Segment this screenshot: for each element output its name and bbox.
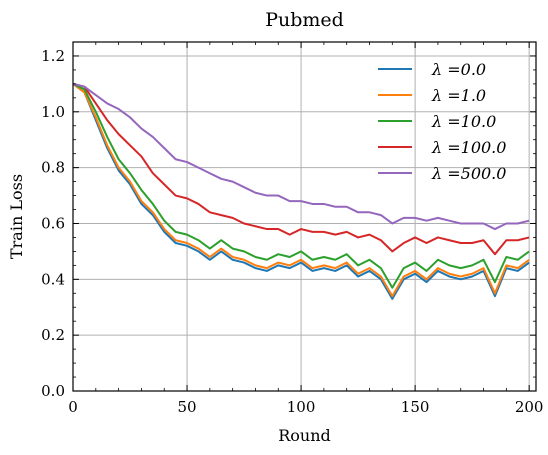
- series-line-1: [72, 83, 530, 298]
- axis-ticks: 0 50 100 150 200 0.0 0.2 0.4 0.6 0.8 1.0 1.2: [41, 42, 543, 416]
- series-line-0: [72, 83, 530, 300]
- series-line-3: [72, 82, 530, 256]
- legend: λ =0.0 λ =1.0 λ =10.0 λ =100.0 λ =500.0: [378, 60, 506, 183]
- legend-label-1: λ =1.0: [431, 86, 486, 105]
- series-line-2: [72, 82, 530, 289]
- x-tick-label: 50: [177, 398, 196, 416]
- y-tick-label: 0.8: [41, 159, 65, 177]
- y-tick-label: 0.0: [41, 382, 65, 400]
- plot-frame: [72, 41, 537, 392]
- y-tick-label: 0.4: [41, 270, 65, 288]
- series-line-4: [72, 82, 530, 231]
- series-lines: [72, 82, 530, 300]
- legend-label-2: λ =10.0: [431, 112, 496, 131]
- y-tick-label: 1.2: [41, 47, 65, 65]
- legend-label-0: λ =0.0: [431, 60, 486, 79]
- y-tick-label: 0.6: [41, 214, 65, 232]
- x-tick-label: 150: [401, 398, 430, 416]
- y-tick-label: 1.0: [41, 103, 65, 121]
- y-axis-label: Train Loss: [7, 174, 26, 259]
- x-tick-label: 0: [68, 398, 78, 416]
- x-axis-label: Round: [278, 426, 331, 445]
- legend-label-3: λ =100.0: [431, 138, 506, 157]
- chart-title: Pubmed: [265, 9, 344, 31]
- y-tick-label: 0.2: [41, 326, 65, 344]
- x-tick-label: 200: [515, 398, 544, 416]
- x-tick-label: 100: [287, 398, 316, 416]
- legend-label-4: λ =500.0: [431, 164, 506, 183]
